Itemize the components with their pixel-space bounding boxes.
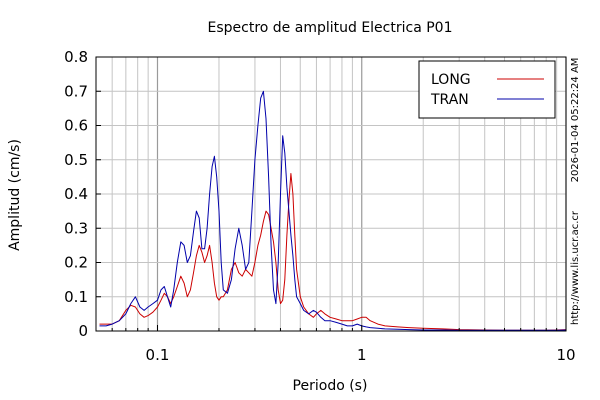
y-tick-label: 0.6 bbox=[64, 117, 88, 135]
y-tick-label: 0.1 bbox=[64, 288, 88, 306]
y-tick-label: 0.8 bbox=[64, 48, 88, 66]
series-line-long bbox=[99, 173, 567, 331]
y-tick-label: 0.7 bbox=[64, 82, 88, 100]
timestamp-text: 2026-01-04 05:22:24 AM bbox=[570, 58, 581, 183]
legend-label-tran: TRAN bbox=[430, 92, 469, 108]
x-axis-label: Periodo (s) bbox=[293, 378, 368, 394]
y-tick-label: 0.5 bbox=[64, 151, 88, 169]
x-tick-label: 0.1 bbox=[146, 346, 170, 364]
series-lines bbox=[99, 90, 567, 331]
series-line-tran bbox=[99, 90, 567, 331]
y-tick-label: 0.3 bbox=[64, 219, 88, 237]
legend-box bbox=[418, 60, 556, 119]
axis-ticks: 0 0.1 0.2 0.3 0.4 0.5 0.6 0.7 0.8 0.1 1 10 bbox=[64, 48, 575, 364]
x-tick-label: 1 bbox=[357, 346, 367, 364]
legend: LONG TRAN bbox=[418, 60, 556, 119]
x-tick-label: 10 bbox=[556, 346, 575, 364]
y-tick-label: 0 bbox=[78, 322, 88, 340]
y-axis-label: Amplitud (cm/s) bbox=[7, 139, 23, 251]
y-tick-label: 0.4 bbox=[64, 185, 88, 203]
source-url-text: http://www.lis.ucr.ac.cr bbox=[570, 210, 581, 325]
legend-label-long: LONG bbox=[431, 72, 471, 88]
chart-title: Espectro de amplitud Electrica P01 bbox=[208, 20, 453, 36]
y-tick-label: 0.2 bbox=[64, 254, 88, 272]
